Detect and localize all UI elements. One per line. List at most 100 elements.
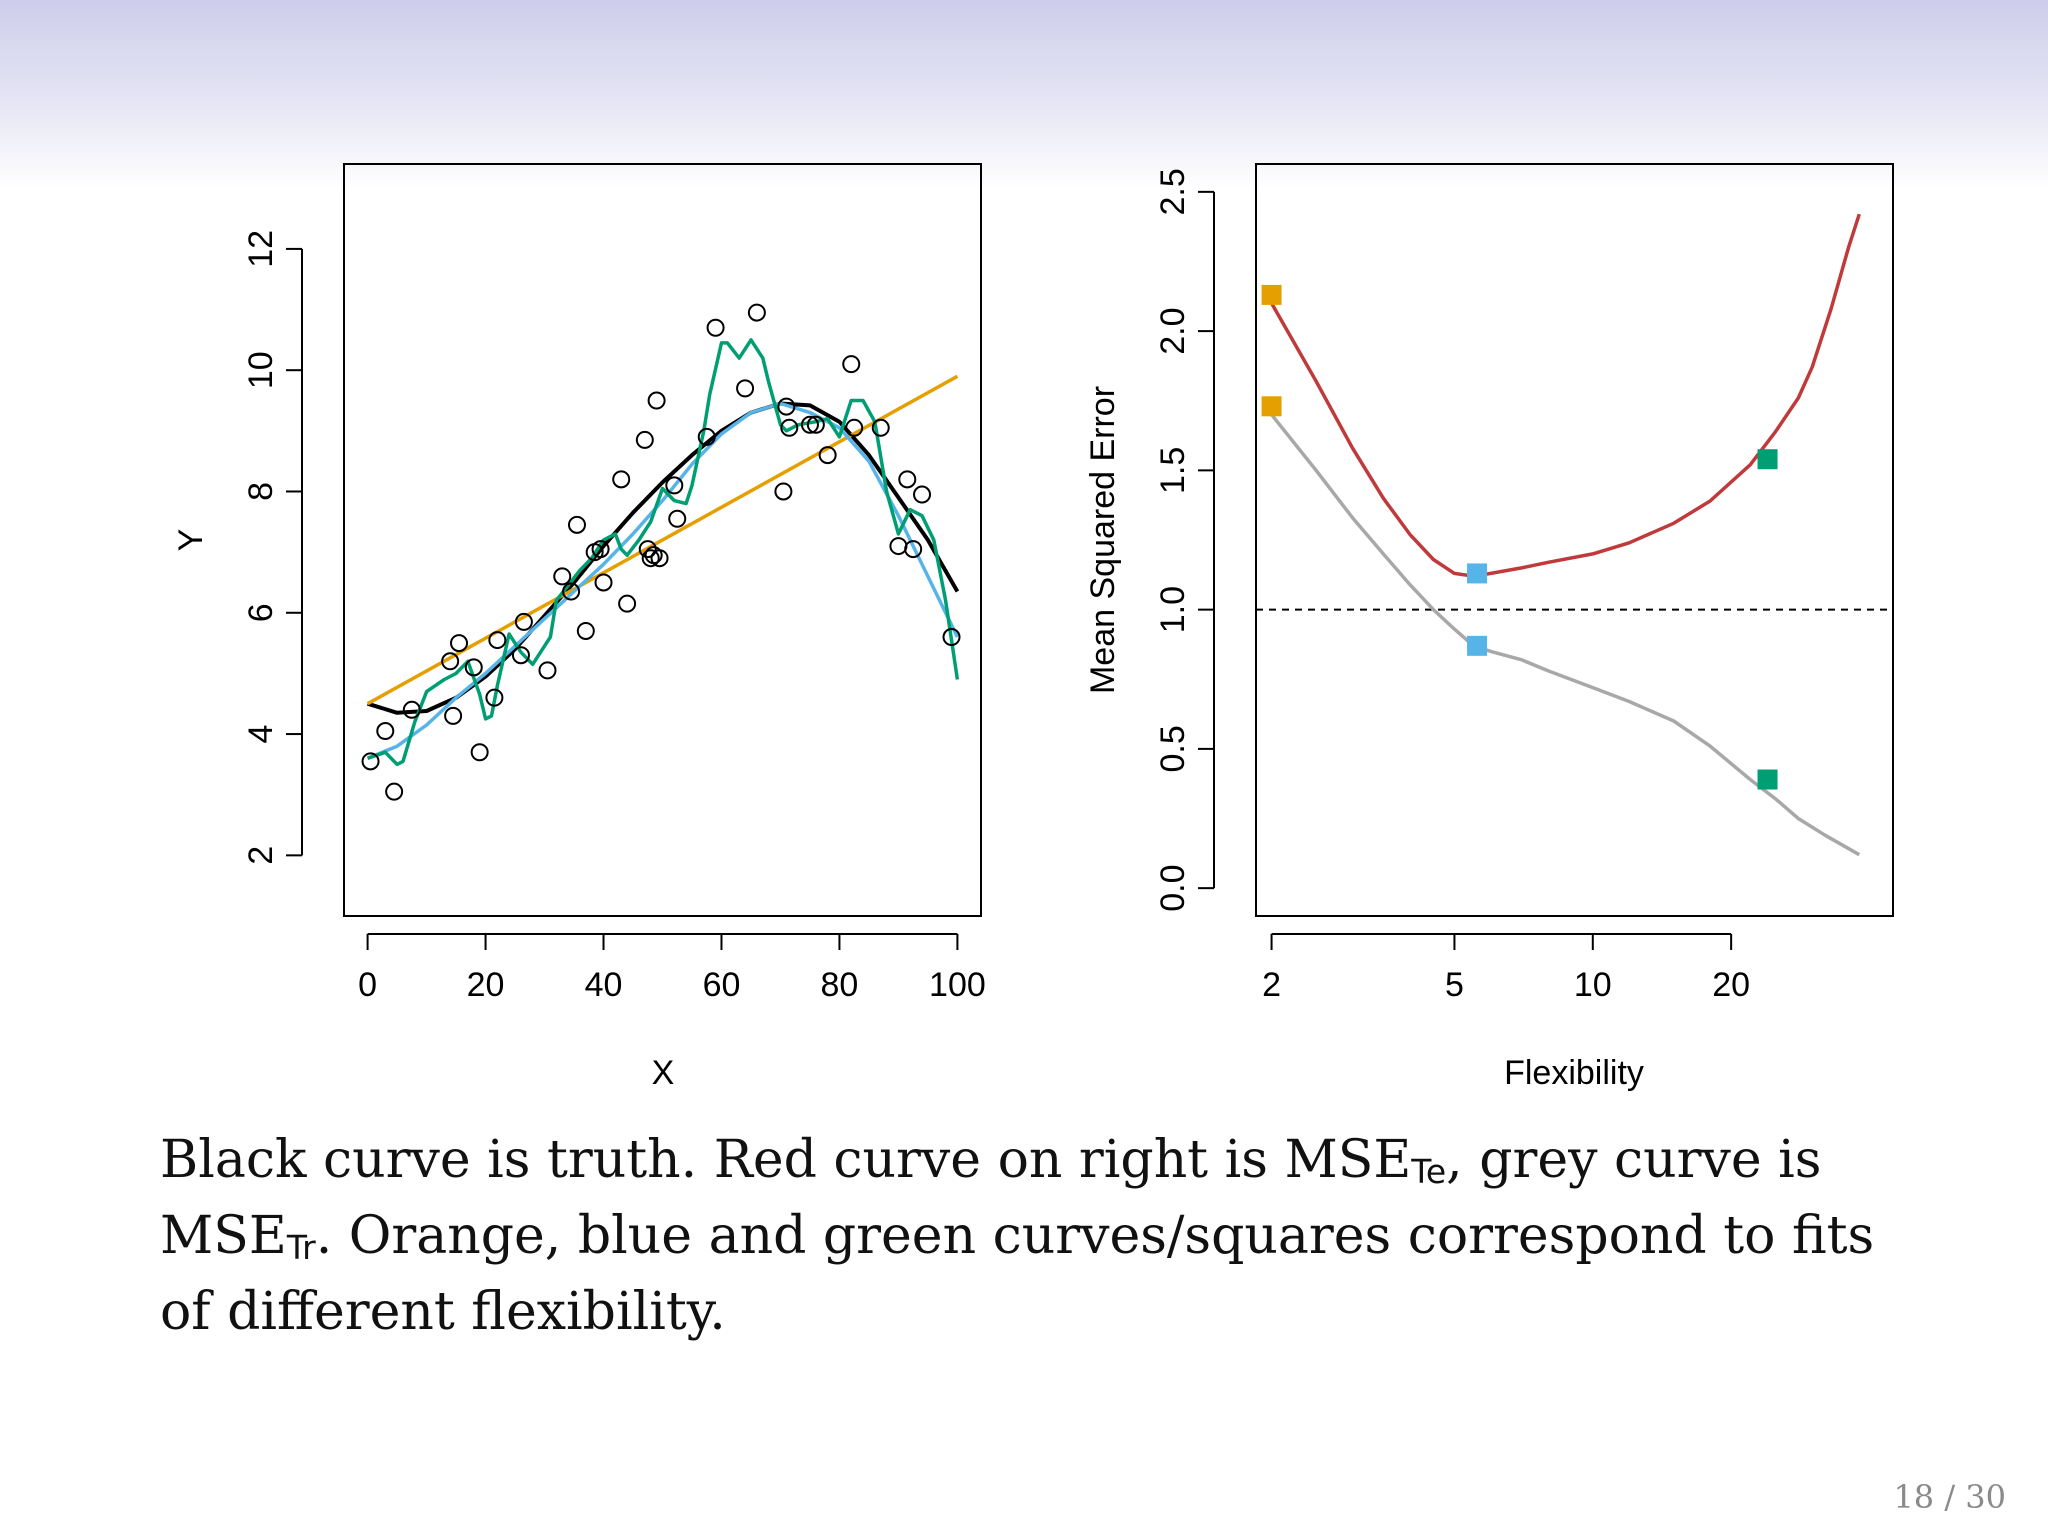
- right-x-tick-label: 20: [1712, 966, 1750, 1004]
- data-point: [441, 652, 460, 671]
- data-point: [904, 540, 923, 559]
- data-point: [385, 782, 404, 801]
- caption-part-1: Black curve is truth. Red curve on right…: [160, 1130, 1412, 1190]
- data-point: [665, 476, 684, 495]
- right-x-tick-label: 5: [1445, 966, 1464, 1004]
- data-point: [706, 318, 725, 337]
- left-y-tick-label: 6: [242, 603, 280, 622]
- mse-square-marker: [1467, 563, 1488, 584]
- data-point: [747, 303, 766, 322]
- right-x-axis-title: Flexibility: [1504, 1054, 1644, 1092]
- data-point: [488, 631, 507, 650]
- data-point: [594, 573, 613, 592]
- left-x-tick-label: 40: [585, 966, 623, 1004]
- left-chart: 0 20 40 60 80 100 2 4 6 8 10 12 X Y: [172, 163, 986, 1092]
- data-point: [774, 482, 793, 501]
- left-x-axis: 0 20 40 60 80 100: [358, 933, 986, 1004]
- right-y-axis: 0.0 0.5 1.0 1.5 2.0 2.5: [1154, 168, 1215, 912]
- right-x-axis: 2 5 10 20: [1262, 933, 1750, 1004]
- data-point: [511, 646, 530, 665]
- mse-square-marker: [1467, 635, 1488, 656]
- right-plot-frame: [1255, 163, 1894, 917]
- data-point: [650, 549, 669, 568]
- left-data-points: [361, 303, 961, 801]
- data-point: [641, 549, 660, 568]
- data-point: [845, 418, 864, 437]
- caption-subscript-te: Te: [1411, 1152, 1447, 1191]
- data-point: [898, 470, 917, 489]
- left-y-tick-label: 4: [242, 725, 280, 744]
- right-markers: [1261, 284, 1778, 790]
- data-point: [889, 537, 908, 556]
- training-mse-line: [1270, 413, 1861, 857]
- left-y-tick-label: 12: [242, 230, 280, 268]
- data-point: [871, 418, 890, 437]
- data-point: [361, 752, 380, 771]
- left-x-tick-label: 80: [821, 966, 859, 1004]
- data-point: [553, 567, 572, 586]
- right-y-tick-label: 1.5: [1154, 447, 1192, 494]
- data-point: [485, 688, 504, 707]
- right-y-tick-label: 0.0: [1154, 865, 1192, 912]
- test-mse-line: [1270, 213, 1861, 578]
- data-point: [777, 397, 796, 416]
- left-curves: [366, 338, 960, 767]
- right-y-tick-label: 0.5: [1154, 725, 1192, 772]
- left-y-tick-label: 2: [242, 846, 280, 865]
- data-point: [376, 722, 395, 741]
- right-chart: 2 5 10 20 0.0 0.5 1.0 1.5 2.0 2.5 Flexibility Me…: [1084, 163, 1894, 1092]
- data-point: [562, 582, 581, 601]
- caption-part-2: , grey curve is MSE: [160, 1130, 1822, 1266]
- left-y-tick-label: 8: [242, 482, 280, 501]
- data-point: [842, 355, 861, 374]
- left-x-tick-label: 100: [929, 966, 986, 1004]
- right-y-tick-label: 2.0: [1154, 307, 1192, 354]
- data-point: [470, 743, 489, 762]
- data-point: [514, 612, 533, 631]
- data-point: [444, 706, 463, 725]
- right-x-tick-label: 10: [1574, 966, 1612, 1004]
- data-point: [591, 540, 610, 559]
- data-point: [538, 661, 557, 680]
- data-point: [668, 509, 687, 528]
- slide-header-band: [0, 0, 2048, 190]
- data-point: [612, 470, 631, 489]
- page-number: 18 / 30: [1893, 1478, 2006, 1516]
- data-point: [913, 485, 932, 504]
- left-y-tick-label: 10: [242, 351, 280, 389]
- linear-fit-line: [366, 374, 959, 706]
- data-point: [780, 418, 799, 437]
- data-point: [576, 621, 595, 640]
- right-y-tick-label: 2.5: [1154, 168, 1192, 215]
- right-y-tick-label: 1.0: [1154, 586, 1192, 633]
- data-point: [818, 446, 837, 465]
- slide-caption: Black curve is truth. Red curve on right…: [160, 1122, 1900, 1350]
- data-point: [942, 628, 961, 647]
- left-plot-frame: [343, 163, 982, 917]
- caption-subscript-tr: Tr: [286, 1228, 316, 1267]
- data-point: [800, 415, 819, 434]
- data-point: [635, 430, 654, 449]
- left-x-tick-label: 0: [358, 966, 377, 1004]
- data-point: [464, 658, 483, 677]
- caption-part-3: . Orange, blue and green curves/squares …: [160, 1206, 1875, 1342]
- data-point: [618, 594, 637, 613]
- mse-square-marker: [1757, 769, 1778, 790]
- mse-square-marker: [1261, 396, 1282, 417]
- data-point: [450, 634, 469, 653]
- left-x-tick-label: 20: [467, 966, 505, 1004]
- right-x-tick-label: 2: [1262, 966, 1281, 1004]
- left-y-axis: 2 4 6 8 10 12: [242, 230, 303, 865]
- data-point: [567, 515, 586, 534]
- mse-square-marker: [1757, 449, 1778, 470]
- left-x-axis-title: X: [652, 1054, 675, 1092]
- data-point: [638, 540, 657, 559]
- data-point: [697, 427, 716, 446]
- data-point: [647, 391, 666, 410]
- left-y-axis-title: Y: [172, 529, 210, 552]
- flexible-fit-line: [367, 338, 960, 767]
- data-point: [736, 379, 755, 398]
- mse-square-marker: [1261, 284, 1282, 305]
- smooth-fit-line: [366, 401, 959, 760]
